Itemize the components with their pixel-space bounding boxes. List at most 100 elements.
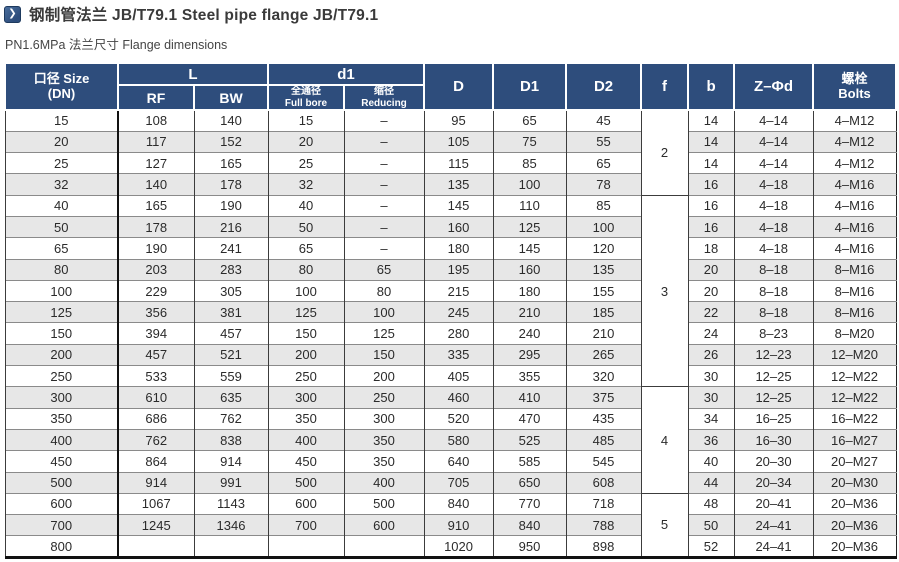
cell-D: 280 — [423, 322, 494, 345]
cell-l_rf: 457 — [117, 343, 194, 366]
cell-bolts: 20–M36 — [812, 535, 897, 559]
table-row: 400 762 838 400 350 580 525 485 36 16–30 16–M27 — [4, 428, 897, 451]
cell-bolts: 4–M12 — [812, 109, 897, 132]
cell-dn: 80 — [4, 258, 119, 281]
cell-b: 22 — [687, 301, 735, 323]
cell-d1_full_bore: 100 — [267, 279, 345, 302]
header-D1: D1 — [492, 62, 568, 111]
cell-b: 16 — [687, 173, 735, 196]
cell-D1: 770 — [492, 492, 567, 515]
cell-D1: 355 — [492, 365, 567, 387]
cell-dn: 350 — [4, 407, 119, 430]
cell-b: 30 — [687, 386, 735, 409]
cell-D: 95 — [423, 109, 494, 132]
cell-z_phid: 4–18 — [733, 215, 814, 238]
cell-D: 640 — [423, 450, 494, 473]
cell-d1_full_bore: 400 — [267, 428, 345, 451]
cell-d1_reducing: 150 — [343, 343, 425, 366]
cell-d1_full_bore: 40 — [267, 194, 345, 217]
cell-D1: 145 — [492, 237, 567, 260]
table-row: 250 533 559 250 200 405 355 320 30 12–25 12–M22 — [4, 365, 897, 387]
header-reducing-cn: 缩径 — [374, 86, 395, 97]
header-reducing-en: Reducing — [361, 97, 407, 109]
table-row: 100 229 305 100 80 215 180 155 20 8–18 8–M16 — [4, 279, 897, 302]
cell-D1: 110 — [492, 194, 567, 217]
cell-D1: 125 — [492, 215, 567, 238]
cell-l_rf: 140 — [117, 173, 194, 196]
header-size-line1: 口径 Size — [33, 71, 90, 87]
cell-b: 48 — [687, 492, 735, 515]
table-row: 800 1020 950 898 52 24–41 20–M36 — [4, 535, 897, 559]
cell-d1_full_bore: 500 — [267, 471, 345, 494]
page-title-row: ❯ 钢制管法兰 JB/T79.1 Steel pipe flange JB/T7… — [4, 3, 378, 25]
cell-D2: 608 — [565, 471, 642, 494]
cell-d1_reducing: 400 — [343, 471, 425, 494]
cell-b: 34 — [687, 407, 735, 430]
cell-l_bw: 457 — [193, 322, 269, 345]
cell-b: 30 — [687, 365, 735, 387]
table-row: 25 127 165 25–115 85 65 14 4–14 4–M12 — [4, 152, 897, 174]
cell-l_rf: 203 — [117, 258, 194, 281]
cell-d1_reducing: 65 — [343, 258, 425, 281]
cell-bolts: 8–M16 — [812, 258, 897, 281]
header-bw: BW — [192, 84, 270, 111]
cell-D2: 155 — [565, 279, 642, 302]
cell-D1: 470 — [492, 407, 567, 430]
cell-D1: 585 — [492, 450, 567, 473]
cell-b: 50 — [687, 514, 735, 536]
cell-D1: 410 — [492, 386, 567, 409]
cell-z_phid: 12–25 — [733, 365, 814, 387]
cell-D2: 55 — [565, 130, 642, 153]
cell-dn: 200 — [4, 343, 119, 366]
cell-D2: 85 — [565, 194, 642, 217]
cell-d1_reducing — [343, 535, 425, 559]
cell-D: 115 — [423, 152, 494, 174]
header-size-line2: (DN) — [47, 85, 76, 101]
cell-z_phid: 4–18 — [733, 237, 814, 260]
cell-l_rf: 394 — [117, 322, 194, 345]
cell-b: 16 — [687, 194, 735, 217]
cell-b: 20 — [687, 258, 735, 281]
cell-D1: 295 — [492, 343, 567, 366]
cell-D2: 135 — [565, 258, 642, 281]
cell-b: 52 — [687, 535, 735, 559]
page-title: 钢制管法兰 JB/T79.1 Steel pipe flange JB/T79.… — [29, 7, 379, 24]
table-row: 65 190 241 65–180 145 120 18 4–18 4–M16 — [4, 237, 897, 260]
cell-D: 180 — [423, 237, 494, 260]
table-row: 80 203 283 80 65 195 160 135 20 8–18 8–M16 — [4, 258, 897, 281]
cell-z_phid: 8–18 — [733, 258, 814, 281]
cell-dn: 600 — [4, 492, 119, 515]
cell-z_phid: 20–30 — [733, 450, 814, 473]
cell-D: 520 — [423, 407, 494, 430]
cell-d1_full_bore: 80 — [267, 258, 345, 281]
cell-D: 580 — [423, 428, 494, 451]
cell-z_phid: 4–18 — [733, 173, 814, 196]
cell-l_rf: 1245 — [117, 514, 194, 536]
cell-l_bw: 635 — [193, 386, 269, 409]
cell-z_phid: 12–25 — [733, 386, 814, 409]
cell-dn: 300 — [4, 386, 119, 409]
table-row: 15 108 140 15–95 65 45 2 14 4–14 4–M12 — [4, 109, 897, 196]
cell-D1: 180 — [492, 279, 567, 302]
cell-D2: 100 — [565, 215, 642, 238]
cell-dn: 150 — [4, 322, 119, 345]
cell-D2: 45 — [565, 109, 642, 132]
cell-l_rf: 117 — [117, 130, 194, 153]
cell-l_bw — [193, 535, 269, 559]
cell-bolts: 4–M12 — [812, 152, 897, 174]
cell-D1: 85 — [492, 152, 567, 174]
cell-b: 36 — [687, 428, 735, 451]
cell-f-group: 4 — [640, 386, 689, 494]
cell-bolts: 4–M16 — [812, 215, 897, 238]
cell-dn: 125 — [4, 301, 119, 323]
cell-D1: 160 — [492, 258, 567, 281]
cell-z_phid: 4–14 — [733, 152, 814, 174]
cell-bolts: 4–M16 — [812, 173, 897, 196]
cell-d1_full_bore: 200 — [267, 343, 345, 366]
cell-d1_full_bore: 600 — [267, 492, 345, 515]
cell-d1_full_bore: 150 — [267, 322, 345, 345]
cell-D: 460 — [423, 386, 494, 409]
cell-bolts: 4–M12 — [812, 130, 897, 153]
cell-l_rf: 229 — [117, 279, 194, 302]
